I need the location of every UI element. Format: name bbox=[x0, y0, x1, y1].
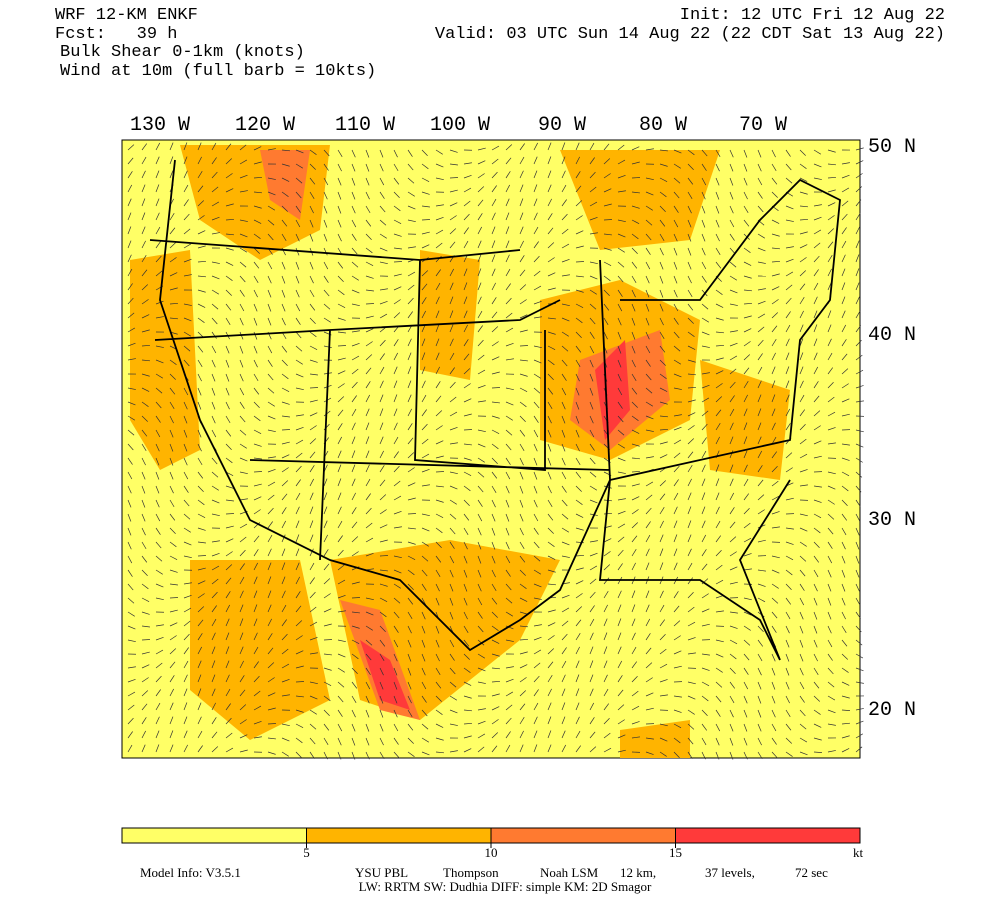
colorbar-tick-label: 15 bbox=[669, 845, 682, 860]
longitude-label: 70 W bbox=[739, 114, 787, 137]
footer-info: Thompson bbox=[443, 865, 499, 880]
longitude-label: 120 W bbox=[235, 114, 295, 137]
longitude-label: 80 W bbox=[639, 114, 687, 137]
latitude-label: 50 N bbox=[868, 136, 916, 159]
longitude-label: 110 W bbox=[335, 114, 395, 137]
map bbox=[122, 140, 864, 759]
footer-physics: LW: RRTM SW: Dudhia DIFF: simple KM: 2D … bbox=[359, 879, 652, 894]
footer: LW: RRTM SW: Dudhia DIFF: simple KM: 2D … bbox=[140, 865, 828, 894]
longitude-label: 130 W bbox=[130, 114, 190, 137]
longitude-labels: 130 W 120 W 110 W 100 W 90 W 80 W 70 W bbox=[130, 114, 787, 137]
latitude-label: 40 N bbox=[868, 324, 916, 347]
footer-info: 12 km, bbox=[620, 865, 656, 880]
init-time: Init: 12 UTC Fri 12 Aug 22 bbox=[680, 6, 945, 25]
colorbar: 5 10 15 kt bbox=[122, 828, 863, 860]
model-title: WRF 12-KM ENKF bbox=[55, 6, 198, 25]
longitude-label: 100 W bbox=[430, 114, 490, 137]
footer-info: 72 sec bbox=[795, 865, 828, 880]
colorbar-tick-label: 5 bbox=[303, 845, 310, 860]
footer-info: Model Info: V3.5.1 bbox=[140, 865, 241, 880]
latitude-label: 20 N bbox=[868, 699, 916, 722]
colorbar-unit: kt bbox=[853, 845, 864, 860]
colorbar-tick-label: 10 bbox=[485, 845, 498, 860]
field-name: Bulk Shear 0-1km (knots) bbox=[60, 43, 305, 62]
wind-note: Wind at 10m (full barb = 10kts) bbox=[60, 62, 376, 81]
footer-info: YSU PBL bbox=[355, 865, 408, 880]
footer-info: Noah LSM bbox=[540, 865, 599, 880]
forecast-hour: Fcst: 39 h bbox=[55, 25, 177, 44]
latitude-label: 30 N bbox=[868, 509, 916, 532]
colorbar-segment bbox=[491, 828, 676, 843]
colorbar-segment bbox=[676, 828, 861, 843]
longitude-label: 90 W bbox=[538, 114, 586, 137]
valid-time: Valid: 03 UTC Sun 14 Aug 22 (22 CDT Sat … bbox=[435, 25, 945, 44]
colorbar-segment bbox=[122, 828, 307, 843]
footer-info: 37 levels, bbox=[705, 865, 755, 880]
colorbar-segment bbox=[307, 828, 492, 843]
latitude-labels: 50 N 40 N 30 N 20 N bbox=[868, 136, 916, 722]
